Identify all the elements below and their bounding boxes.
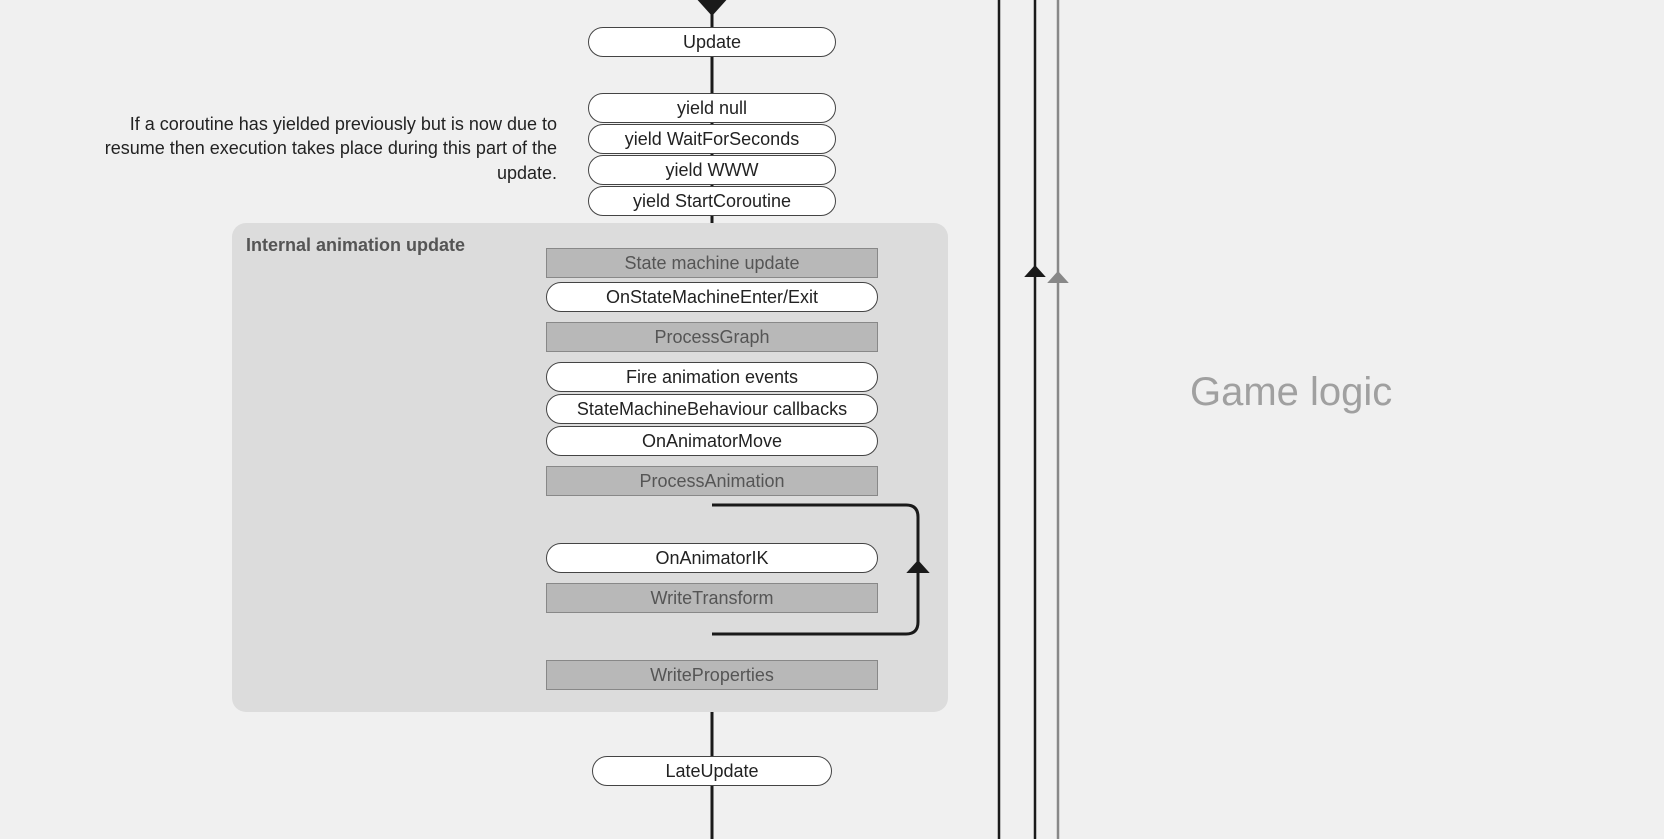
node-process_animation: ProcessAnimation [546,466,878,496]
node-yield_null: yield null [588,93,836,123]
node-write_properties: WriteProperties [546,660,878,690]
section-label: Game logic [1190,370,1392,415]
node-on_sm_enter_exit: OnStateMachineEnter/Exit [546,282,878,312]
node-late_update: LateUpdate [592,756,832,786]
node-on_animator_ik: OnAnimatorIK [546,543,878,573]
panel-title: Internal animation update [246,235,465,256]
node-write_transform: WriteTransform [546,583,878,613]
node-on_animator_move: OnAnimatorMove [546,426,878,456]
coroutine-note: If a coroutine has yielded previously bu… [65,112,557,185]
node-update: Update [588,27,836,57]
node-yield_wfs: yield WaitForSeconds [588,124,836,154]
node-smb_callbacks: StateMachineBehaviour callbacks [546,394,878,424]
diagram-canvas: Internal animation update If a coroutine… [0,0,1664,839]
node-yield_www: yield WWW [588,155,836,185]
node-fire_anim_events: Fire animation events [546,362,878,392]
node-state_machine_update: State machine update [546,248,878,278]
node-yield_sc: yield StartCoroutine [588,186,836,216]
node-process_graph: ProcessGraph [546,322,878,352]
